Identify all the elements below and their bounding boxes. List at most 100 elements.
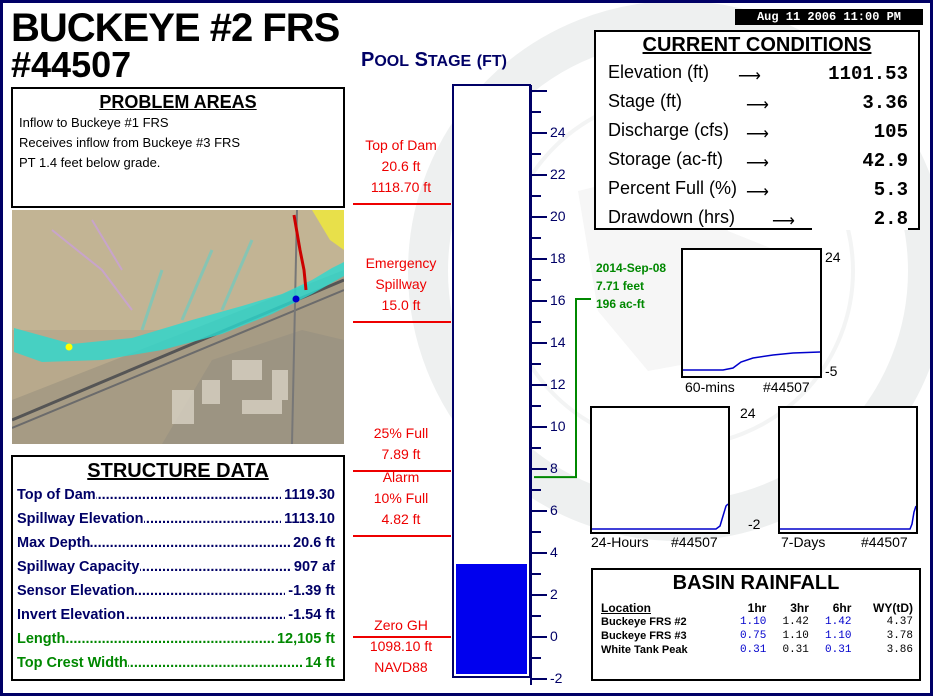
stage-marker-label: 25% Full 7.89 ft xyxy=(351,423,451,465)
condition-label: Discharge (cfs) xyxy=(608,120,730,140)
sparkline-7-days-plot xyxy=(780,505,917,530)
condition-value: 2.8 xyxy=(812,208,908,230)
sparkline-24-caption: 24-Hours xyxy=(591,534,649,550)
stage-marker-label: Emergency Spillway 15.0 ft xyxy=(351,253,451,316)
arrow-right-icon: ⟶ xyxy=(746,184,769,201)
sparkline-60-caption: 60-mins xyxy=(685,379,735,395)
scale-tick-label: 4 xyxy=(550,544,558,560)
rainfall-col-location: Location xyxy=(601,601,651,615)
rainfall-3hr: 1.10 xyxy=(782,630,809,642)
sparkline-24-hours[interactable] xyxy=(590,406,730,534)
rainfall-location: Buckeye FRS #2 xyxy=(601,616,687,628)
sparkline-24-bottom-label: -2 xyxy=(748,516,761,532)
current-conditions-heading: CURRENT CONDITIONS xyxy=(642,34,872,56)
rainfall-wy: 4.37 xyxy=(886,616,913,628)
scale-tick-label: 18 xyxy=(550,250,566,266)
structure-row-value: -1.39 ft xyxy=(285,583,335,599)
scale-tick-label: 10 xyxy=(550,418,566,434)
structure-row-label: Invert Elevation xyxy=(17,607,125,623)
problem-areas-panel: PROBLEM AREAS Inflow to Buckeye #1 FRS R… xyxy=(11,87,345,208)
structure-data-panel: STRUCTURE DATA .........................… xyxy=(11,455,345,681)
sparkline-7-days[interactable] xyxy=(778,406,918,534)
scale-tick-label: 20 xyxy=(550,208,566,224)
condition-value: 105 xyxy=(812,121,908,143)
condition-label: Elevation (ft) xyxy=(608,62,710,82)
sparkline-60-mins[interactable] xyxy=(681,248,822,378)
rainfall-row: Buckeye FRS #2 1.10 1.42 1.42 4.37 xyxy=(599,615,915,629)
structure-row-value: 20.6 ft xyxy=(290,535,335,551)
basin-rainfall-heading: BASIN RAINFALL xyxy=(672,572,840,594)
stage-marker-text-line: 1118.70 ft xyxy=(370,179,432,196)
stage-marker-label: Zero GH 1098.10 ft NAVD88 xyxy=(351,615,451,678)
structure-row-label: Length xyxy=(17,631,66,647)
problem-line: Receives inflow from Buckeye #3 FRS xyxy=(19,135,241,150)
scale-tick-label: 22 xyxy=(550,166,566,182)
peak-event-label: 2014-Sep-08 7.71 feet 196 ac-ft xyxy=(596,259,666,313)
rainfall-row: White Tank Peak 0.31 0.31 0.31 3.86 xyxy=(599,643,915,657)
stage-marker-text-line: Top of Dam xyxy=(365,137,437,154)
stage-marker-text-line: NAVD88 xyxy=(374,659,428,675)
stage-marker-line xyxy=(353,321,451,323)
problem-line: PT 1.4 feet below grade. xyxy=(19,155,161,170)
rainfall-wy: 3.78 xyxy=(886,630,913,642)
structure-row-label: Spillway Capacity xyxy=(17,559,140,575)
structure-row-label: Spillway Elevation xyxy=(17,511,144,527)
pool-stage-title-initial-p: P xyxy=(361,49,375,71)
pool-stage-title: POOL STAGE (FT) xyxy=(361,49,561,72)
rainfall-6hr: 1.42 xyxy=(825,616,852,628)
structure-row-label: Max Depth xyxy=(17,535,91,551)
scale-tick-label: 2 xyxy=(550,586,558,602)
rainfall-rows: Buckeye FRS #2 1.10 1.42 1.42 4.37 Buckeye FR… xyxy=(599,615,915,657)
aerial-map[interactable] xyxy=(12,210,344,444)
rainfall-col-6hr: 6hr xyxy=(832,601,852,615)
structure-id: #44507 xyxy=(11,44,132,85)
arrow-right-icon: ⟶ xyxy=(772,213,795,230)
problem-areas-heading: PROBLEM AREAS xyxy=(99,92,257,112)
condition-label: Storage (ac-ft) xyxy=(608,149,724,169)
rainfall-3hr: 1.42 xyxy=(782,616,809,628)
scale-tick-label: 0 xyxy=(550,628,558,644)
rainfall-col-3hr: 3hr xyxy=(790,601,809,615)
scale-tick-label: 8 xyxy=(550,460,558,476)
scale-tick-label: 16 xyxy=(550,292,566,308)
stage-marker-label: Top of Dam 20.6 ft 1118.70 ft xyxy=(351,135,451,198)
stage-marker-line xyxy=(353,203,451,206)
basin-rainfall-table: Location 1hr 3hr 6hr WY(tD) Buckeye FRS … xyxy=(599,601,915,657)
condition-label: Drawdown (hrs) xyxy=(608,207,736,227)
sparkline-60-caption-id: #44507 xyxy=(763,379,810,395)
pool-stage-title-rest2: TAGE xyxy=(427,53,472,70)
rainfall-1hr: 1.10 xyxy=(739,616,767,628)
stage-marker-text-line: 4.82 ft xyxy=(381,510,421,527)
pool-stage-gauge xyxy=(452,84,531,678)
stage-marker-line xyxy=(353,636,451,638)
stage-marker-text-line: 1098.10 ft xyxy=(369,638,433,654)
page-title: BUCKEYE #2 FRS xyxy=(11,6,340,50)
rainfall-6hr: 0.31 xyxy=(825,644,852,656)
structure-row-value: 1119.30 xyxy=(281,487,335,503)
peak-event-volume: 196 ac-ft xyxy=(596,297,645,311)
rainfall-col-wy: WY(tD) xyxy=(873,601,913,615)
structure-row-value: -1.54 ft xyxy=(285,607,335,623)
current-conditions-panel: CURRENT CONDITIONS Elevation (ft) ⟶ 1101.5… xyxy=(594,30,920,230)
condition-value: 1101.53 xyxy=(812,63,908,85)
scale-tick-label: 12 xyxy=(550,376,566,392)
sparkline-24-top-label: 24 xyxy=(740,405,756,421)
condition-label: Percent Full (%) xyxy=(608,178,738,198)
condition-value: 42.9 xyxy=(812,150,908,172)
pool-stage-title-rest: OOL xyxy=(374,53,410,70)
stage-marker-text-line: 20.6 ft xyxy=(381,158,421,175)
rainfall-row: Buckeye FRS #3 0.75 1.10 1.10 3.78 xyxy=(599,629,915,643)
structure-row-value: 12,105 ft xyxy=(273,631,335,647)
scale-tick-label: -2 xyxy=(550,670,563,686)
stage-marker-text-line: Spillway xyxy=(375,276,427,292)
arrow-right-icon: ⟶ xyxy=(746,126,769,143)
stage-marker-text-line: 7.89 ft xyxy=(381,446,421,463)
pool-stage-title-initial-s: S xyxy=(414,49,428,71)
rainfall-wy: 3.86 xyxy=(886,644,913,656)
sparkline-60-top-label: 24 xyxy=(825,249,841,265)
stage-marker-label: Alarm 10% Full 4.82 ft xyxy=(351,467,451,530)
rainfall-1hr: 0.75 xyxy=(739,630,767,642)
pool-stage-scale xyxy=(530,85,547,685)
structure-row-label: Top of Dam xyxy=(17,487,96,503)
